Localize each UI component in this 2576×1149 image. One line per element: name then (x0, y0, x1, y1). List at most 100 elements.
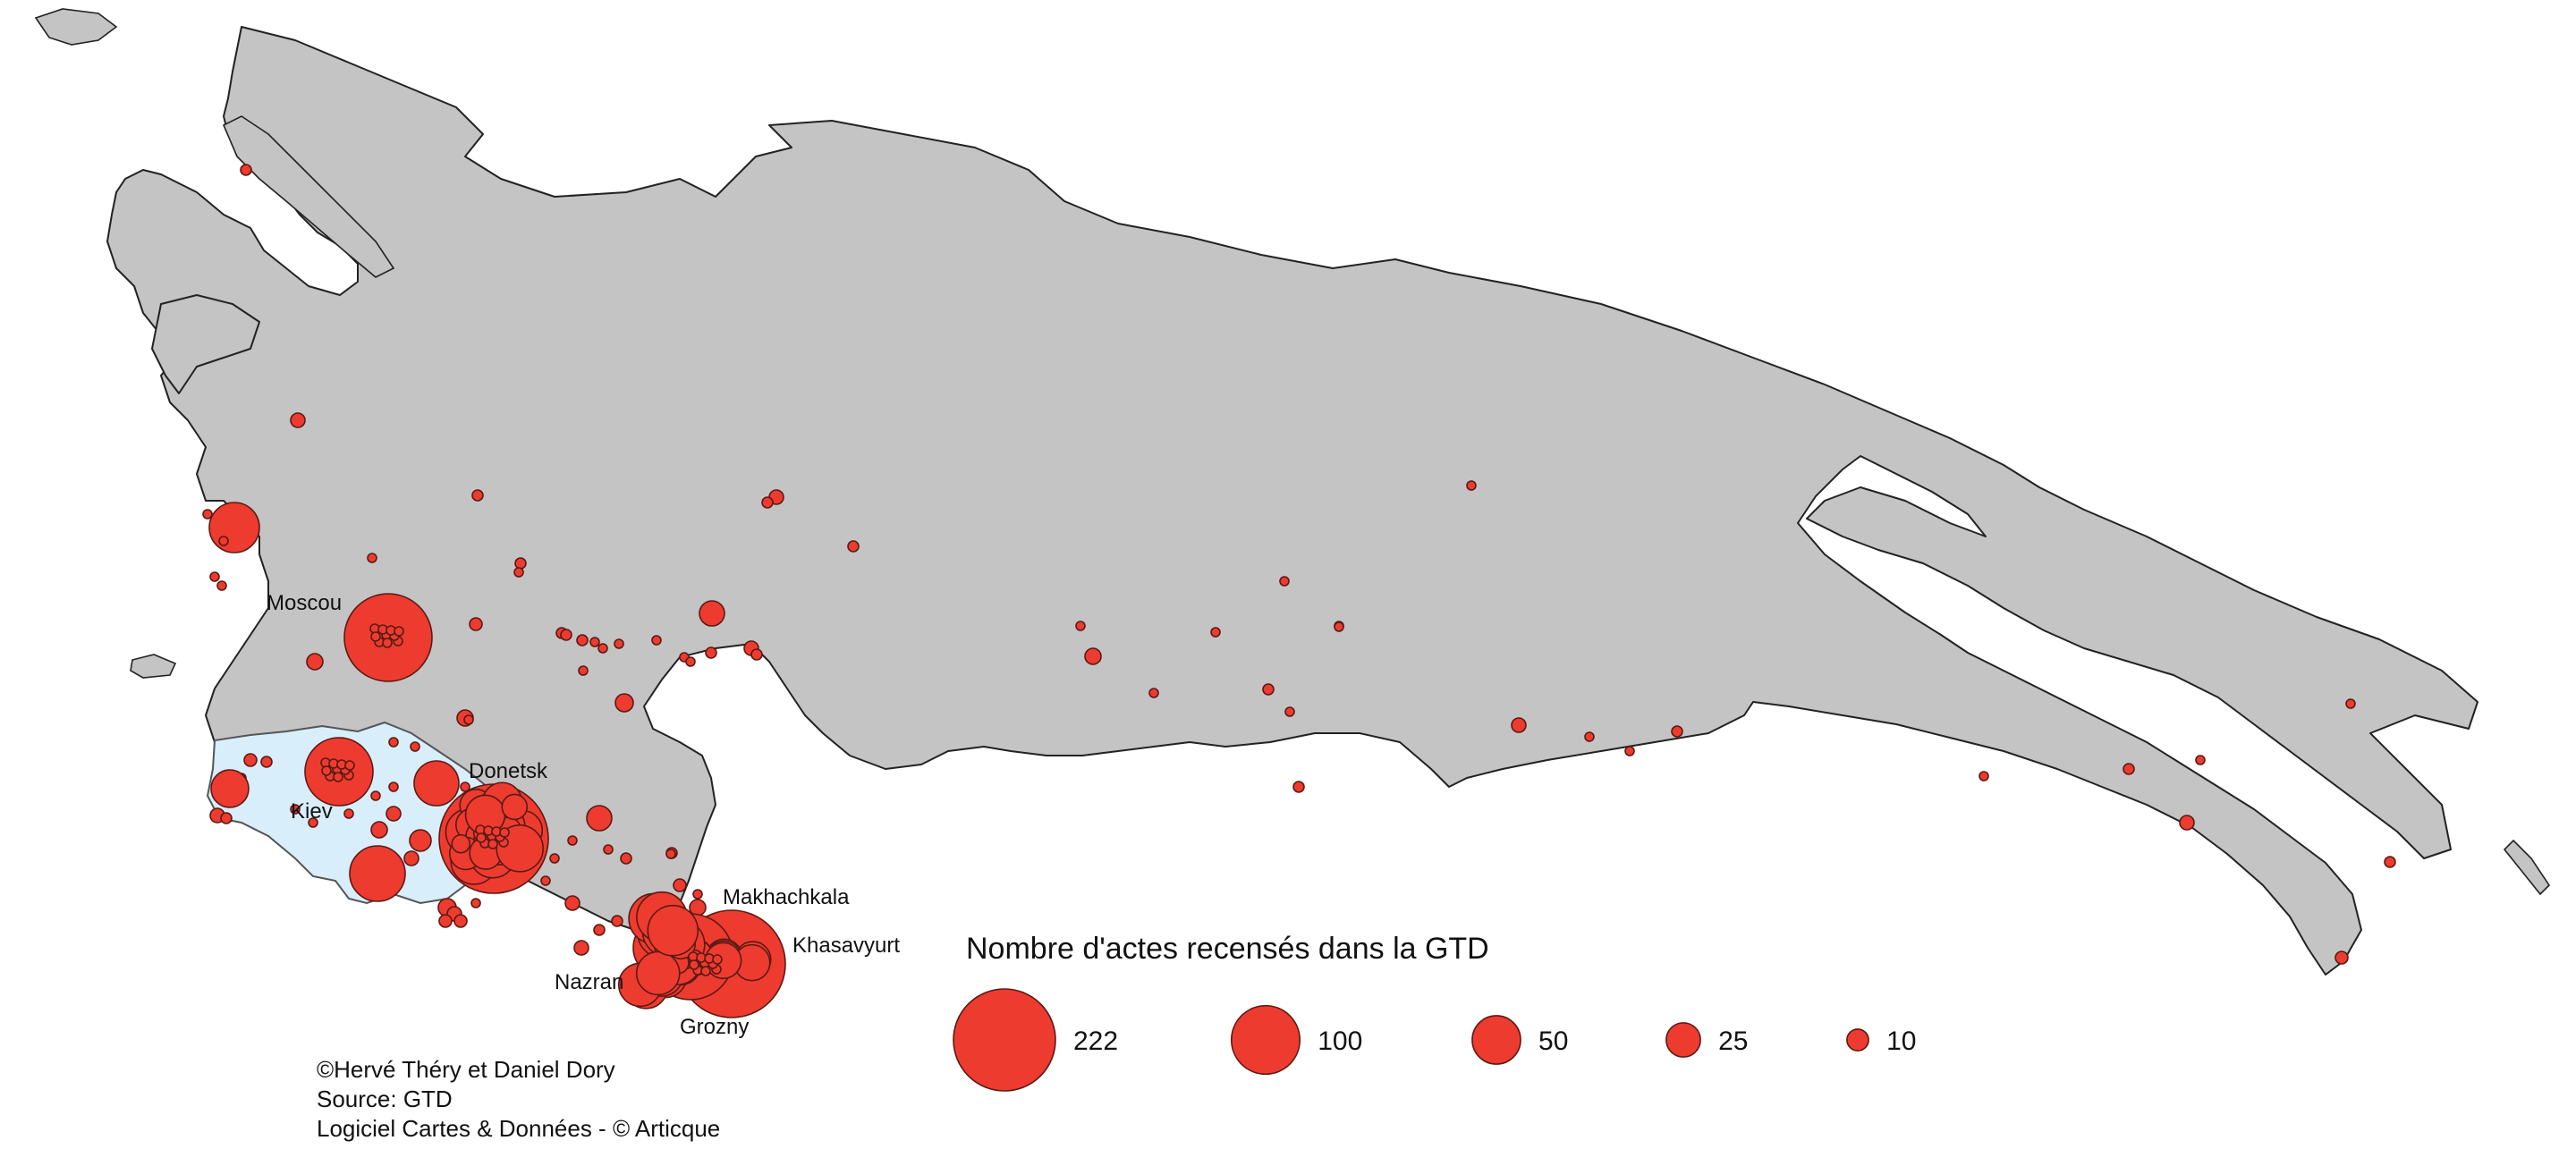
event-symbol (208, 502, 260, 553)
dnipro-symbol (349, 845, 406, 902)
city-label-khasavyurt: Khasavyurt (792, 934, 900, 958)
event-symbol (1279, 576, 1290, 587)
event-symbol (370, 790, 381, 801)
event-symbol (620, 852, 632, 865)
cluster-detail-symbol (476, 832, 487, 843)
event-symbol (2334, 950, 2349, 965)
legend-value-25: 25 (1718, 1026, 1748, 1056)
event-symbol (1584, 731, 1595, 742)
russia-landmass (106, 26, 2479, 976)
event-symbol (1284, 706, 1295, 717)
city-label-kiev: Kiev (291, 799, 333, 824)
event-symbol (403, 850, 419, 866)
cluster-detail-symbol (689, 959, 699, 970)
event-symbol (573, 940, 589, 956)
symbol-layer (202, 164, 2396, 1018)
event-symbol (1334, 621, 1344, 632)
event-symbol (370, 821, 388, 839)
kiev-symbol (210, 769, 250, 808)
event-symbol (705, 646, 717, 659)
cluster-detail-symbol (382, 638, 393, 648)
event-symbol (220, 812, 233, 824)
event-symbol (240, 164, 252, 176)
event-symbol (209, 571, 220, 582)
caucasus-cluster-symbol (647, 904, 699, 957)
legend-value-10: 10 (1886, 1026, 1916, 1056)
city-label-donetsk: Donetsk (469, 759, 548, 783)
event-symbol (469, 617, 483, 631)
cluster-detail-symbol (394, 626, 404, 637)
legend-symbol-222 (953, 988, 1056, 1092)
event-symbol (685, 656, 696, 667)
event-symbol (471, 489, 484, 502)
event-symbol (611, 915, 623, 927)
event-symbol (218, 536, 229, 546)
event-symbol (306, 653, 324, 671)
event-symbol (2195, 755, 2206, 765)
cluster-detail-symbol (700, 966, 711, 976)
cluster-detail-symbol (370, 631, 381, 642)
event-symbol (614, 638, 624, 649)
event-symbol (386, 806, 402, 822)
event-symbol (470, 898, 481, 908)
donetsk-cluster-symbol (451, 833, 471, 854)
legend-value-222: 222 (1073, 1026, 1118, 1056)
event-symbol (1210, 627, 1221, 638)
event-symbol (290, 412, 306, 428)
cluster-detail-symbol (487, 839, 498, 849)
event-symbol (409, 829, 432, 852)
cluster-detail-symbol (333, 772, 343, 782)
event-symbol (260, 756, 273, 768)
event-symbol (2345, 698, 2356, 709)
event-symbol (308, 817, 318, 828)
city-labels: Moscou Kiev Donetsk Makhachkala Khasavyurt Na… (267, 591, 900, 1039)
kola-peninsula (151, 294, 260, 394)
credit-source: Source: GTD (317, 1086, 453, 1112)
event-symbol (673, 878, 687, 892)
kharkiv-symbol (413, 760, 460, 807)
event-symbol (1511, 717, 1527, 733)
legend-symbol-10 (1846, 1028, 1869, 1052)
event-symbol (578, 665, 589, 676)
event-symbol (1466, 480, 1477, 491)
city-label-makhachkala: Makhachkala (723, 885, 850, 909)
event-symbol (576, 634, 589, 646)
event-symbol (614, 693, 634, 713)
event-symbol (2179, 815, 2195, 831)
novaya-zemlya (222, 115, 395, 278)
event-symbol (388, 781, 399, 792)
event-symbol (564, 895, 580, 911)
city-label-nazran: Nazran (555, 970, 623, 994)
event-symbol (593, 924, 606, 936)
event-symbol (540, 875, 551, 886)
event-symbol (514, 557, 527, 570)
donetsk-cluster-symbol (501, 793, 529, 821)
event-symbol (453, 914, 468, 928)
event-symbol (2384, 856, 2396, 868)
event-symbol (410, 741, 420, 752)
city-label-grozny: Grozny (680, 1015, 749, 1039)
credit-software: Logiciel Cartes & Données - © Articque (317, 1115, 721, 1142)
event-symbol (367, 553, 377, 563)
event-symbol (549, 853, 560, 864)
event-symbol (603, 844, 614, 855)
event-symbol (750, 648, 763, 661)
event-symbol (651, 635, 662, 646)
event-symbol (1624, 746, 1635, 756)
event-symbol (216, 580, 227, 591)
event-symbol (589, 637, 600, 647)
cluster-detail-symbol (499, 827, 510, 838)
legend-value-100: 100 (1318, 1026, 1362, 1056)
cluster-detail-symbol (712, 954, 723, 965)
legend: 222 100 50 25 10 (953, 988, 1916, 1092)
legend-symbol-100 (1230, 1004, 1301, 1076)
event-symbol (463, 714, 474, 725)
event-symbol (1084, 647, 1102, 665)
event-symbol (1262, 683, 1275, 696)
event-symbol (202, 509, 213, 520)
cluster-detail-symbol (321, 765, 332, 776)
event-symbol (1292, 781, 1305, 793)
caucasus-cluster-symbol (635, 950, 681, 996)
event-symbol (438, 914, 453, 928)
